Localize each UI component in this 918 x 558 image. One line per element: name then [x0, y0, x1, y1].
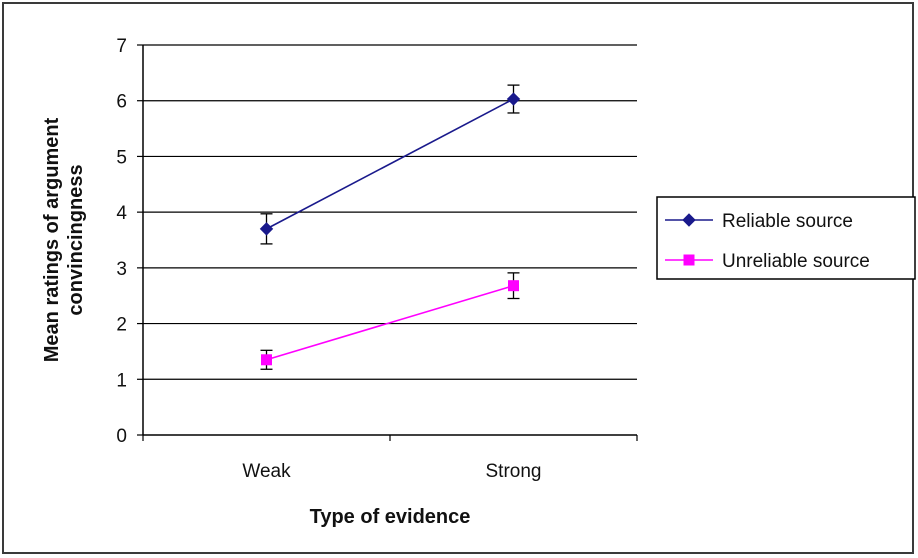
- legend-box: [656, 196, 916, 280]
- x-tick-label: Weak: [242, 461, 291, 482]
- y-tick-label: 3: [116, 259, 127, 280]
- legend-marker: [682, 213, 696, 227]
- y-tick-label: 6: [116, 92, 127, 113]
- legend-item: Unreliable source: [665, 251, 870, 272]
- series-2: [260, 272, 520, 370]
- x-tick-label: Strong: [486, 461, 542, 482]
- legend-marker: [683, 254, 695, 266]
- data-point: [259, 222, 274, 236]
- x-axis-title: Type of evidence: [310, 506, 471, 528]
- x-tick-labels: Weak Strong: [142, 435, 638, 482]
- series-line: [266, 284, 514, 361]
- axes: [142, 45, 637, 436]
- y-axis-title-line-2: convincingness: [65, 164, 87, 315]
- data-point: [261, 354, 272, 366]
- y-tick-label: 0: [116, 426, 127, 447]
- series-group: [259, 84, 521, 370]
- y-tick-label: 2: [116, 315, 127, 336]
- data-point: [506, 92, 521, 106]
- y-tick-labels: 0 1 2 3 4 5 6 7: [116, 36, 143, 447]
- legend-label: Unreliable source: [722, 251, 870, 272]
- y-tick-label: 4: [116, 203, 127, 224]
- y-tick-label: 1: [116, 370, 127, 391]
- series-1: [259, 84, 521, 245]
- legend-label: Reliable source: [722, 211, 853, 232]
- gridlines: [143, 44, 637, 380]
- data-point: [508, 280, 519, 292]
- y-tick-label: 7: [116, 36, 127, 57]
- series-line: [266, 98, 514, 230]
- legend: Reliable source Unreliable source: [656, 196, 916, 280]
- y-tick-label: 5: [116, 147, 127, 168]
- legend-item: Reliable source: [665, 211, 853, 232]
- y-axis-title-line-1: Mean ratings of argument: [41, 117, 63, 362]
- y-axis-title: Mean ratings of argument convincingness: [41, 117, 87, 362]
